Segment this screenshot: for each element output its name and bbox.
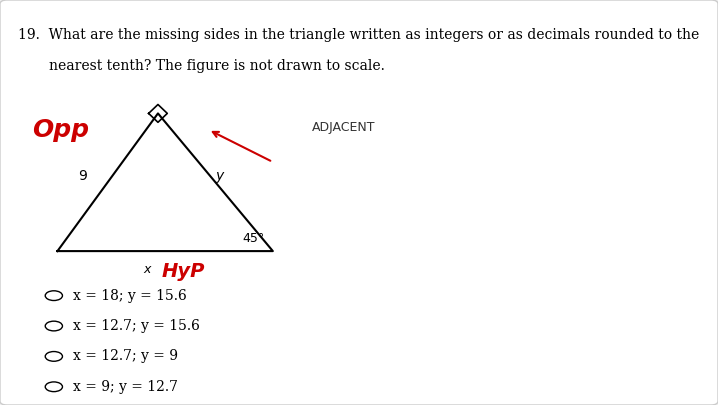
Text: 45°: 45° xyxy=(242,232,264,245)
Text: 19.  What are the missing sides in the triangle written as integers or as decima: 19. What are the missing sides in the tr… xyxy=(18,28,699,43)
Text: 9: 9 xyxy=(78,169,87,183)
Text: x = 12.7; y = 15.6: x = 12.7; y = 15.6 xyxy=(73,319,200,333)
Text: nearest tenth? The figure is not drawn to scale.: nearest tenth? The figure is not drawn t… xyxy=(49,59,385,73)
Text: Opp: Opp xyxy=(32,117,89,142)
Text: HyP: HyP xyxy=(162,262,205,281)
Text: x: x xyxy=(144,263,151,276)
Text: x = 12.7; y = 9: x = 12.7; y = 9 xyxy=(73,350,178,363)
Text: ADJACENT: ADJACENT xyxy=(312,121,376,134)
Text: x = 9; y = 12.7: x = 9; y = 12.7 xyxy=(73,380,178,394)
Text: y: y xyxy=(215,169,223,183)
Text: x = 18; y = 15.6: x = 18; y = 15.6 xyxy=(73,289,187,303)
